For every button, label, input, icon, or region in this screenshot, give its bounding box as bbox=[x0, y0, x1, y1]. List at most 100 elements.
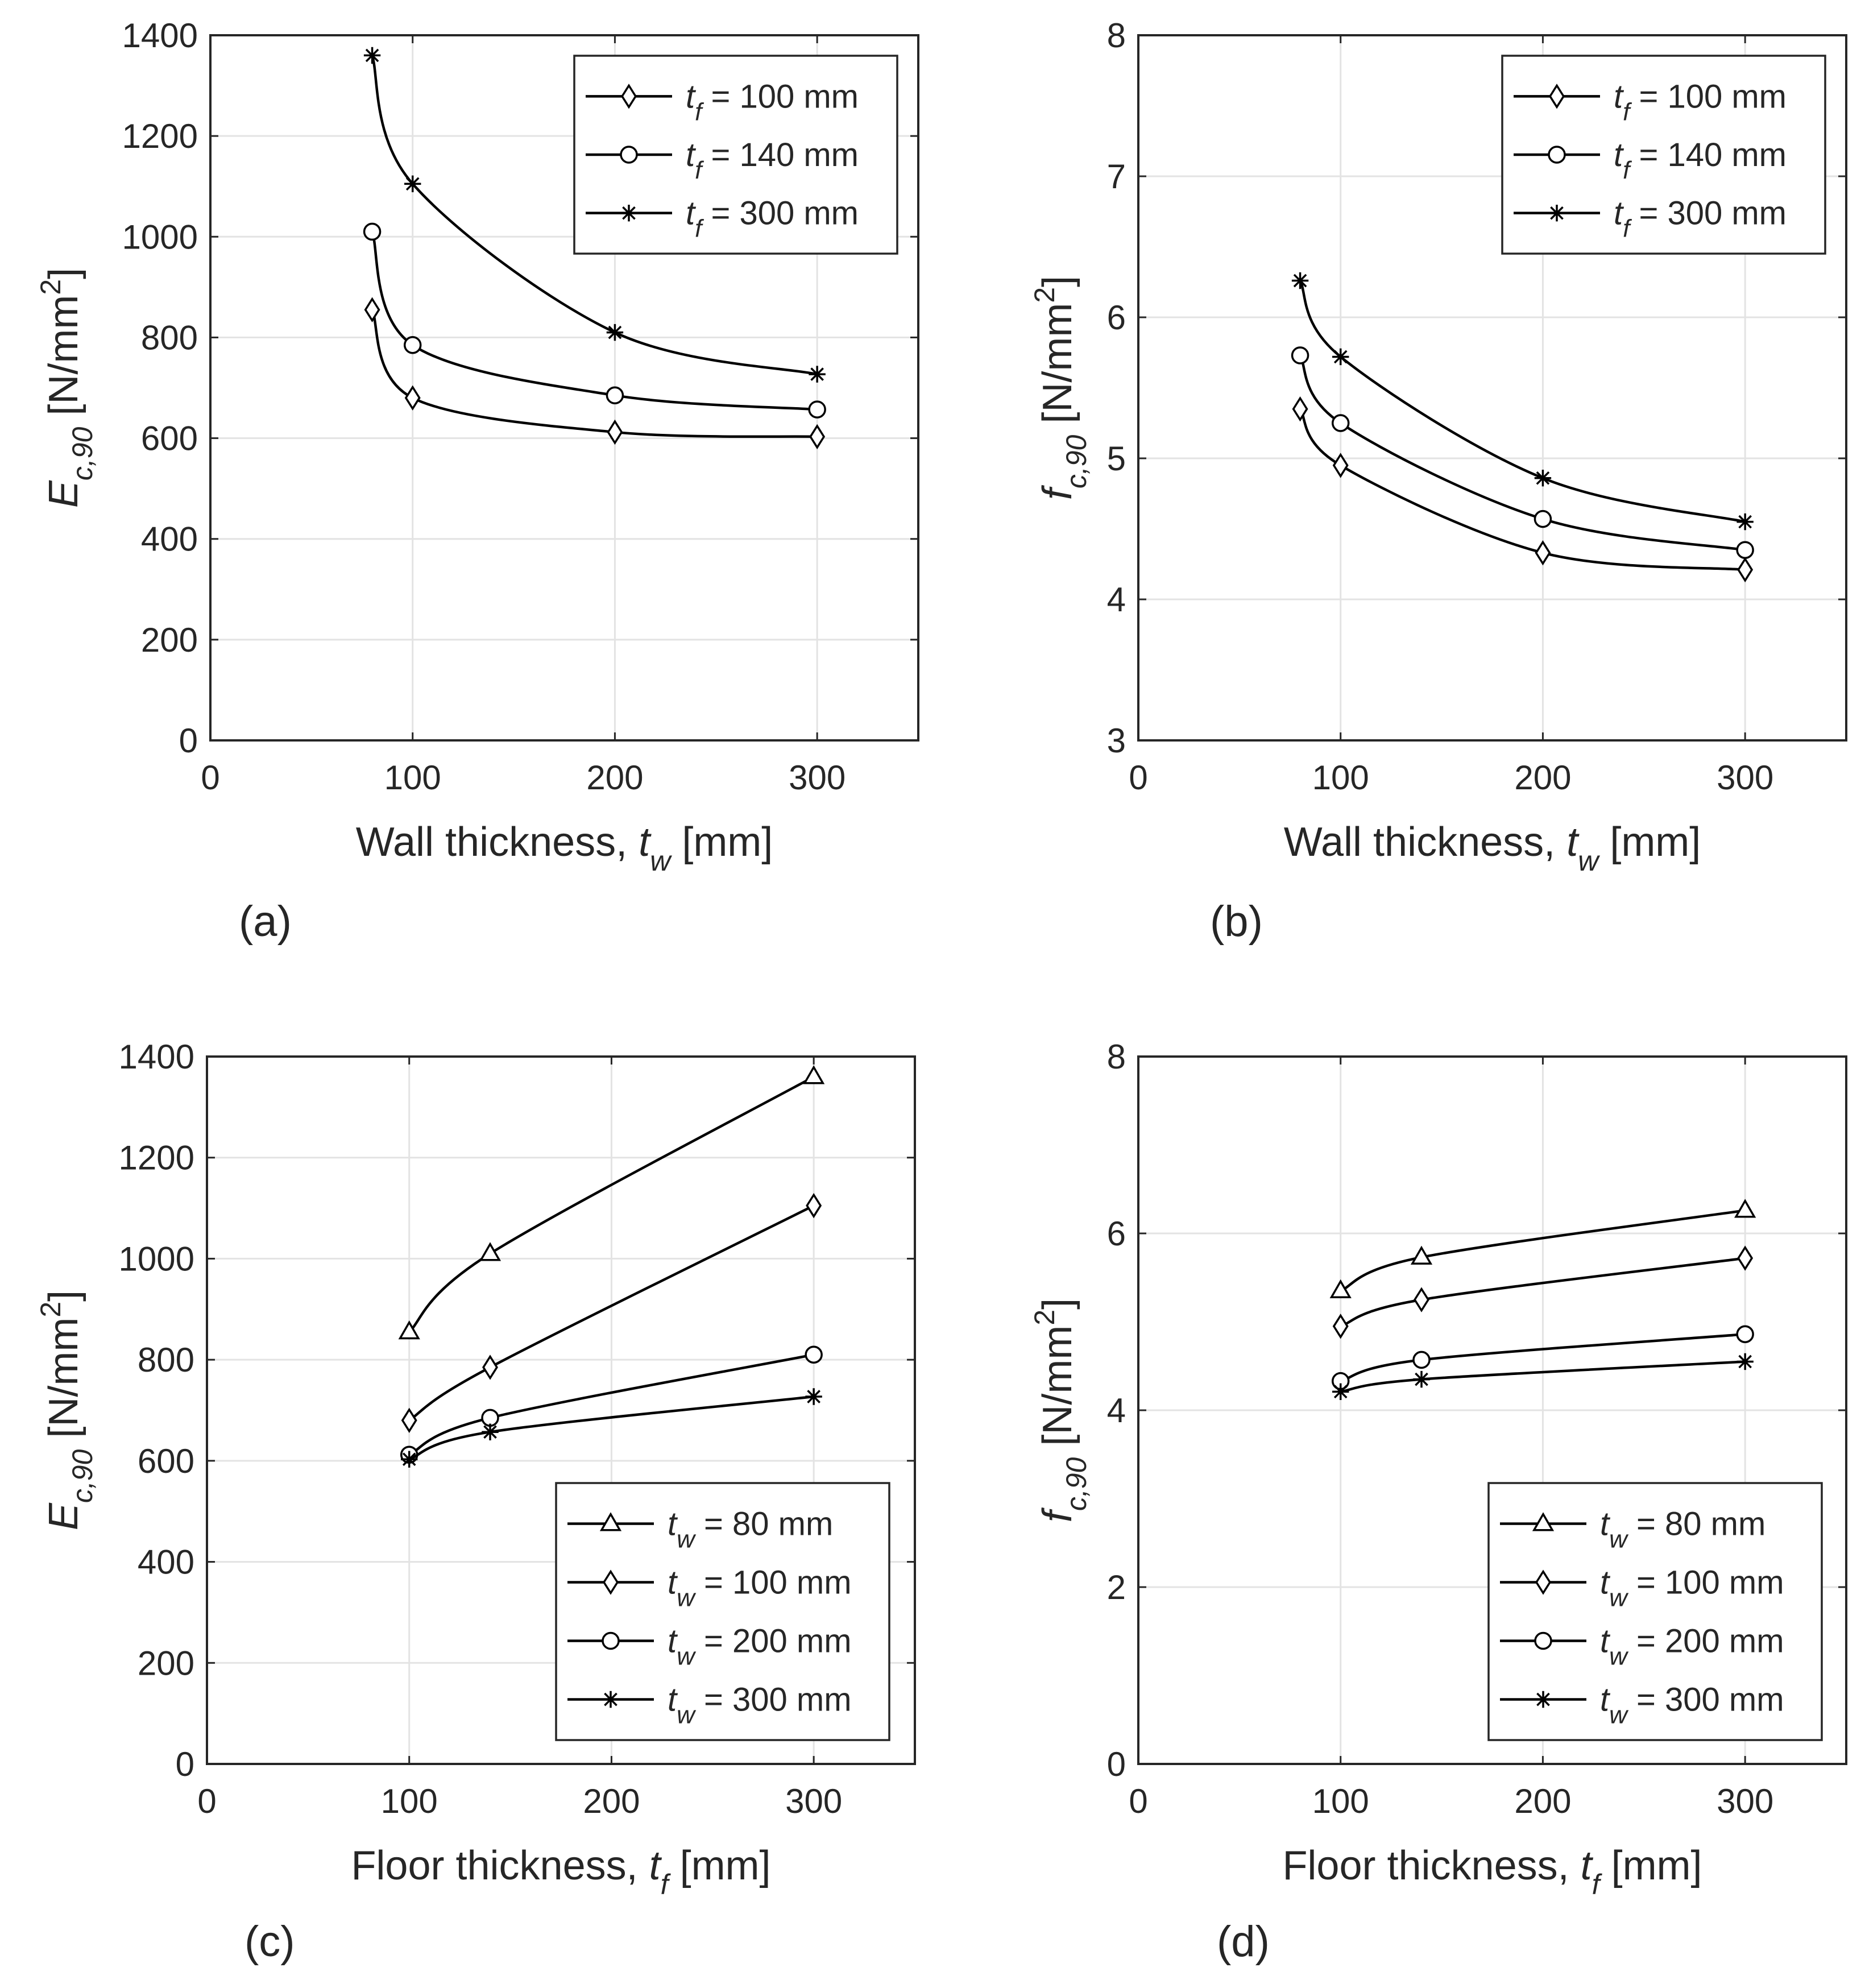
series-line bbox=[371, 55, 818, 376]
data-point-diamond bbox=[1414, 1287, 1429, 1312]
y-axis-label: Ec,90 [N/mm2] bbox=[35, 268, 98, 508]
data-point-triangle bbox=[1329, 1279, 1352, 1299]
data-point-star bbox=[363, 47, 381, 64]
axes-box bbox=[209, 34, 919, 742]
data-point-circle bbox=[1736, 541, 1754, 559]
x-tick-label: 300 bbox=[1717, 1782, 1773, 1820]
data-point-circle bbox=[808, 400, 826, 419]
legend-item: tw = 200 mm bbox=[567, 1623, 852, 1671]
series-circle bbox=[1291, 346, 1754, 559]
panel-letter: (d) bbox=[1217, 1917, 1270, 1966]
data-point-circle bbox=[481, 1409, 499, 1427]
x-tick-label: 0 bbox=[201, 759, 219, 797]
data-point-triangle bbox=[398, 1320, 420, 1340]
legend-marker-diamond bbox=[603, 1569, 619, 1595]
x-tick-label: 200 bbox=[586, 759, 643, 797]
legend-label: tf = 100 mm bbox=[1614, 78, 1787, 126]
legend-item: tw = 300 mm bbox=[1500, 1681, 1784, 1729]
y-tick-label: 600 bbox=[141, 420, 198, 458]
y-axis-label: fc,90 [N/mm2] bbox=[1029, 276, 1092, 500]
data-point-circle bbox=[1534, 510, 1552, 528]
y-tick-label: 200 bbox=[141, 621, 198, 659]
data-point-diamond bbox=[1292, 396, 1308, 422]
legend-marker-star bbox=[620, 204, 637, 222]
series-diamond bbox=[401, 1192, 822, 1433]
legend-item: tf = 140 mm bbox=[586, 136, 859, 184]
x-tick-label: 100 bbox=[381, 1782, 438, 1820]
data-point-star bbox=[482, 1423, 499, 1440]
legend-marker-circle bbox=[602, 1631, 620, 1650]
y-tick-label: 1200 bbox=[119, 1139, 194, 1177]
y-tick-label: 400 bbox=[138, 1543, 194, 1581]
data-point-star bbox=[1332, 1383, 1349, 1401]
legend-label: tf = 300 mm bbox=[1614, 195, 1787, 243]
legend-item: tw = 80 mm bbox=[567, 1506, 833, 1554]
data-point-diamond bbox=[401, 1407, 417, 1433]
legend-label: tw = 300 mm bbox=[668, 1681, 852, 1729]
legend-label: tf = 100 mm bbox=[686, 78, 859, 126]
y-tick-label: 800 bbox=[138, 1341, 194, 1379]
data-point-star bbox=[1332, 348, 1349, 366]
panel-letter: (c) bbox=[244, 1917, 295, 1966]
series-star bbox=[363, 47, 826, 383]
series-line bbox=[1340, 1360, 1746, 1393]
series-line bbox=[1299, 280, 1746, 523]
x-tick-label: 0 bbox=[1129, 1782, 1147, 1820]
legend-label: tw = 100 mm bbox=[668, 1564, 852, 1612]
data-point-diamond bbox=[404, 385, 421, 411]
y-tick-label: 6 bbox=[1107, 299, 1126, 337]
data-point-diamond bbox=[607, 419, 623, 445]
data-point-circle bbox=[805, 1345, 823, 1364]
y-tick-label: 8 bbox=[1107, 16, 1126, 55]
x-tick-label: 300 bbox=[1717, 759, 1773, 797]
y-tick-label: 200 bbox=[138, 1644, 194, 1682]
series-diamond bbox=[364, 297, 826, 450]
y-tick-label: 0 bbox=[1107, 1745, 1126, 1783]
y-tick-label: 0 bbox=[179, 722, 198, 760]
data-point-star bbox=[805, 1388, 822, 1405]
y-axis-label: fc,90 [N/mm2] bbox=[1029, 1298, 1092, 1522]
series-line bbox=[1299, 408, 1746, 571]
series-line bbox=[408, 1204, 815, 1422]
y-tick-label: 2 bbox=[1107, 1568, 1126, 1606]
data-point-star bbox=[1413, 1370, 1430, 1388]
legend-label: tw = 100 mm bbox=[1600, 1564, 1784, 1612]
legend-label: tf = 140 mm bbox=[1614, 136, 1787, 184]
series-circle bbox=[1331, 1325, 1754, 1390]
legend-item: tw = 80 mm bbox=[1500, 1506, 1765, 1554]
series-line bbox=[408, 1395, 814, 1461]
legend: tw = 80 mm tw = 100 mm tw = 200 mm tw = 300… bbox=[1487, 1482, 1823, 1741]
series-line bbox=[1340, 1257, 1746, 1328]
legend-marker-diamond bbox=[1535, 1569, 1551, 1595]
data-point-star bbox=[606, 324, 624, 341]
x-tick-label: 0 bbox=[197, 1782, 216, 1820]
series-diamond bbox=[1292, 396, 1754, 583]
axes-box bbox=[1137, 34, 1847, 742]
legend-marker-circle bbox=[1534, 1631, 1552, 1650]
legend-item: tw = 300 mm bbox=[567, 1681, 852, 1729]
legend-item: tw = 200 mm bbox=[1500, 1623, 1784, 1671]
legend-marker-triangle bbox=[599, 1512, 622, 1531]
data-point-circle bbox=[606, 386, 624, 405]
data-point-triangle bbox=[479, 1242, 502, 1261]
x-tick-label: 200 bbox=[583, 1782, 640, 1820]
legend-label: tf = 300 mm bbox=[686, 195, 859, 243]
y-tick-label: 0 bbox=[176, 1745, 194, 1783]
y-tick-label: 1400 bbox=[119, 1038, 194, 1076]
data-point-star bbox=[809, 366, 826, 383]
legend: tw = 80 mm tw = 100 mm tw = 200 mm tw = 300… bbox=[555, 1482, 890, 1741]
y-tick-label: 1200 bbox=[122, 117, 198, 155]
series-line bbox=[1299, 354, 1746, 552]
y-tick-label: 5 bbox=[1107, 440, 1126, 478]
legend-marker-triangle bbox=[1532, 1512, 1555, 1531]
data-point-diamond bbox=[809, 424, 826, 450]
y-tick-label: 3 bbox=[1107, 722, 1126, 760]
data-point-star bbox=[1291, 272, 1309, 289]
data-point-circle bbox=[1736, 1325, 1754, 1344]
y-tick-label: 4 bbox=[1107, 581, 1126, 619]
data-point-circle bbox=[1291, 346, 1309, 365]
data-point-triangle bbox=[1410, 1245, 1433, 1265]
legend-item: tw = 100 mm bbox=[1500, 1564, 1784, 1612]
x-tick-label: 100 bbox=[384, 759, 441, 797]
